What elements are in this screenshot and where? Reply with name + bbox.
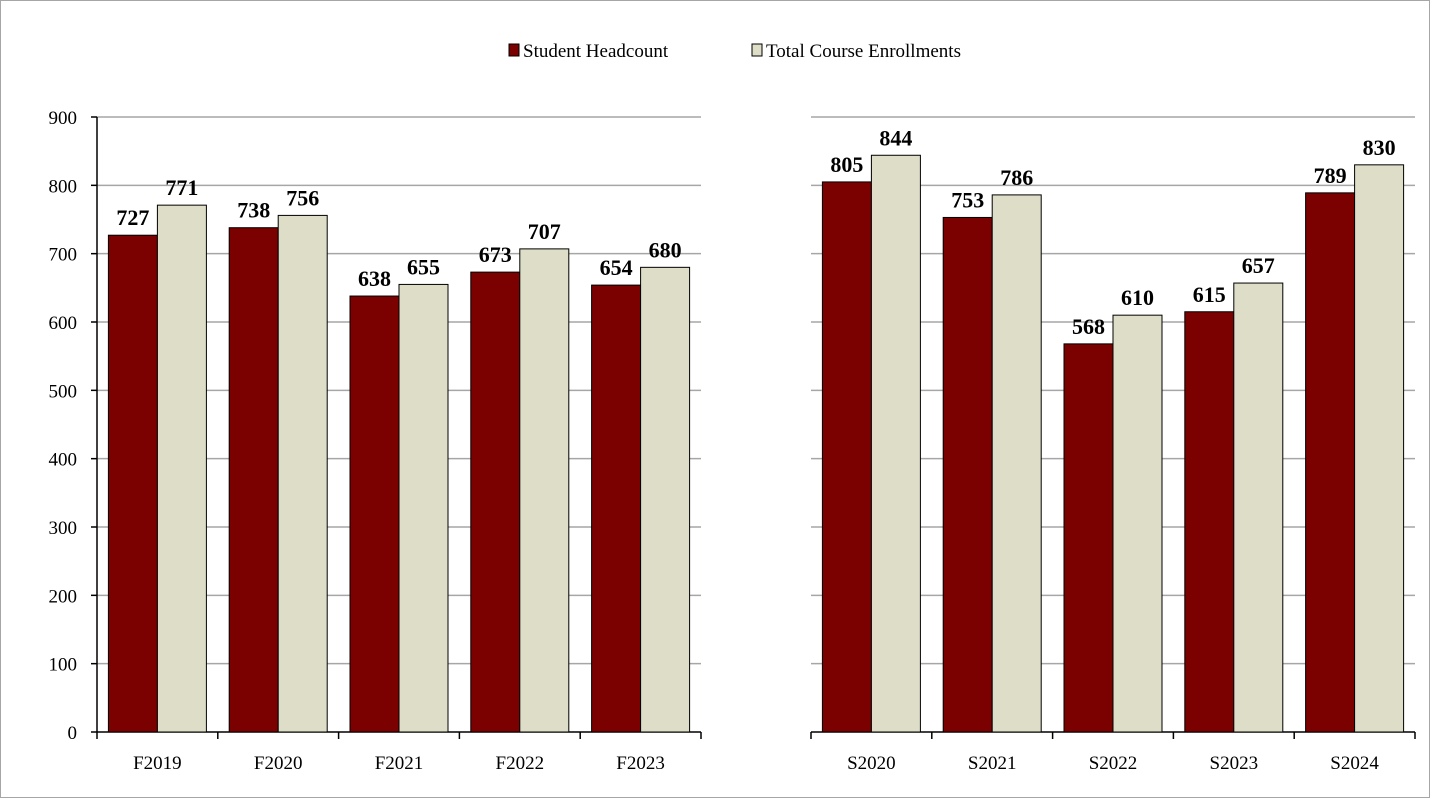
- bar-enrollments: [991, 194, 1042, 733]
- fall-chart: 0 100 200 300 400 500 600 700 800 900 F2019 727 771 F…: [49, 108, 702, 774]
- data-label: 707: [528, 219, 561, 244]
- x-tick-label: F2022: [496, 753, 545, 774]
- data-label: 680: [649, 237, 682, 262]
- data-label: 844: [879, 125, 912, 150]
- data-label: 615: [1193, 282, 1226, 307]
- data-label: 738: [237, 198, 270, 223]
- bar-headcount: [1184, 311, 1235, 733]
- bar-headcount: [228, 227, 279, 733]
- y-tick-label: 800: [49, 176, 78, 197]
- data-label: 805: [830, 152, 863, 177]
- legend-swatch-enrollments: [751, 43, 763, 57]
- x-tick-label: F2023: [616, 753, 665, 774]
- bar-headcount: [107, 234, 158, 733]
- data-label: 727: [116, 205, 149, 230]
- data-label: 786: [1000, 165, 1033, 190]
- y-tick-label: 600: [49, 313, 78, 334]
- y-tick-label: 100: [49, 655, 78, 676]
- data-label: 568: [1072, 314, 1105, 339]
- bar-enrollments: [519, 248, 570, 733]
- bar-headcount: [349, 295, 400, 733]
- spring-chart: S2020 805 844 S2021 753 786 S2022 568 610 S2023 61…: [810, 116, 1416, 774]
- x-tick-label: S2024: [1330, 753, 1379, 774]
- y-tick-label: 200: [49, 586, 78, 607]
- data-label: 756: [286, 185, 319, 210]
- data-label: 638: [358, 266, 391, 291]
- data-label: 657: [1242, 253, 1275, 278]
- bar-headcount: [942, 216, 993, 733]
- bar-enrollments: [398, 283, 449, 733]
- bar-enrollments: [1112, 314, 1163, 733]
- data-label: 610: [1121, 285, 1154, 310]
- data-label: 655: [407, 254, 440, 279]
- y-tick-label: 400: [49, 450, 78, 471]
- y-tick-label: 500: [49, 381, 78, 402]
- y-tick-label: 300: [49, 518, 78, 539]
- bar-enrollments: [640, 266, 691, 733]
- data-label: 753: [951, 187, 984, 212]
- x-tick-label: S2020: [847, 753, 896, 774]
- x-tick-label: S2023: [1210, 753, 1259, 774]
- data-label: 771: [165, 175, 198, 200]
- data-label: 830: [1363, 135, 1396, 160]
- legend: Student Headcount Total Course Enrollmen…: [508, 41, 961, 62]
- x-tick-label: F2019: [133, 753, 182, 774]
- legend-swatch-headcount: [508, 43, 520, 57]
- bar-headcount: [1305, 192, 1356, 733]
- x-tick-label: F2021: [375, 753, 424, 774]
- plots: 0 100 200 300 400 500 600 700 800 900 F2019 727 771 F…: [49, 108, 1416, 774]
- legend-label-headcount: Student Headcount: [523, 41, 669, 62]
- bar-headcount: [821, 181, 872, 733]
- data-label: 789: [1314, 163, 1347, 188]
- bar-headcount: [470, 271, 521, 733]
- legend-label-enrollments: Total Course Enrollments: [766, 41, 961, 62]
- data-label: 673: [479, 242, 512, 267]
- bar-enrollments: [1233, 282, 1284, 733]
- bar-headcount: [591, 284, 642, 733]
- bar-enrollments: [1354, 164, 1405, 733]
- x-tick-label: S2022: [1089, 753, 1138, 774]
- y-tick-label: 0: [68, 723, 78, 744]
- bar-enrollments: [277, 214, 328, 733]
- y-tick-label: 700: [49, 245, 78, 266]
- bar-enrollments: [156, 204, 207, 733]
- x-tick-label: F2020: [254, 753, 303, 774]
- bar-headcount: [1063, 343, 1114, 733]
- bar-enrollments: [870, 154, 921, 733]
- y-tick-label: 900: [49, 108, 78, 129]
- x-tick-label: S2021: [968, 753, 1017, 774]
- data-label: 654: [600, 255, 633, 280]
